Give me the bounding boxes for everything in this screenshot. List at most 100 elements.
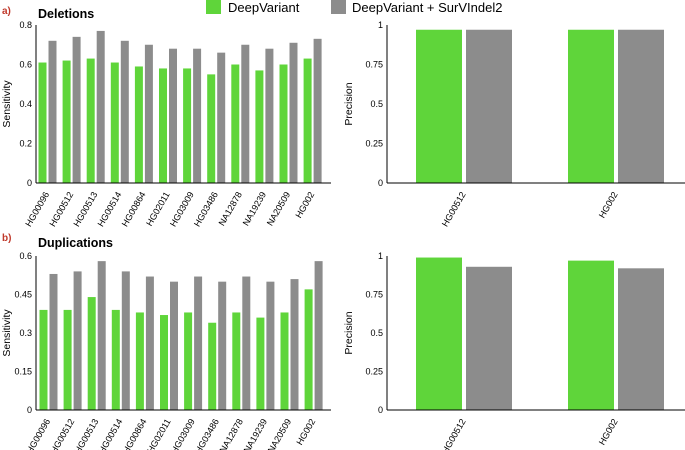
bar-deepvariant-hg002 [568, 29, 614, 183]
x-tick-label: HG002 [293, 190, 316, 220]
legend-swatch-survindel [331, 0, 346, 14]
x-tick-label: NA20509 [266, 417, 293, 450]
y-tick-label: 0.75 [365, 290, 383, 300]
bar-survindel-na20509 [290, 279, 299, 410]
x-tick-label: NA20509 [265, 190, 292, 228]
y-axis-label: Precision [343, 311, 355, 354]
x-tick-label: HG002 [597, 417, 620, 447]
bar-deepvariant-hg00512 [416, 29, 462, 183]
y-tick-label: 0.8 [19, 20, 32, 30]
y-axis-label: Precision [343, 82, 355, 125]
y-tick-label: 0.6 [19, 60, 32, 70]
bar-deepvariant-hg00514 [111, 309, 120, 410]
bar-survindel-na20509 [289, 42, 298, 184]
bar-survindel-hg02011 [170, 281, 178, 410]
y-tick-label: 1 [378, 251, 383, 261]
bar-deepvariant-na20509 [279, 64, 288, 183]
bar-deepvariant-hg002 [303, 58, 312, 184]
bar-deepvariant-hg002 [304, 289, 313, 410]
chart-deletions-sensitivity: Sensitivity00.20.40.60.8HG00096HG00512HG… [1, 20, 331, 228]
x-tick-label: HG00512 [440, 417, 468, 450]
chart-deletions-precision: Precision 0 0.25 0.5 0.75 1 HG00512 HG002 [343, 20, 685, 228]
bar-survindel-hg03486 [217, 52, 226, 184]
x-tick-label: HG00512 [48, 417, 76, 450]
panel-a-title: Deletions [38, 7, 94, 21]
panel-a-label: a) [2, 6, 11, 17]
y-tick-label: 0.25 [365, 367, 383, 377]
bar-survindel-hg02011 [169, 48, 177, 184]
bar-deepvariant-hg00096 [38, 62, 47, 183]
bar-deepvariant-na12878 [232, 312, 241, 410]
bar-survindel-hg00512 [466, 29, 512, 183]
bar-deepvariant-hg00096 [39, 309, 48, 410]
y-tick-label: 0 [378, 405, 383, 415]
bar-deepvariant-hg02011 [160, 315, 168, 410]
bar-survindel-hg03486 [218, 281, 227, 410]
bar-deepvariant-na19239 [255, 70, 264, 183]
bar-survindel-hg002 [618, 29, 664, 183]
bar-deepvariant-hg00512 [63, 309, 72, 410]
bar-survindel-na19239 [266, 281, 275, 410]
y-tick-label: 0.4 [19, 99, 32, 109]
bar-survindel-hg00864 [145, 276, 154, 410]
bar-deepvariant-hg02011 [159, 68, 167, 183]
x-tick-label: NA19239 [242, 417, 269, 450]
bar-deepvariant-hg00864 [135, 312, 144, 410]
bar-survindel-hg00513 [97, 261, 106, 410]
bar-survindel-hg002 [313, 38, 322, 184]
bar-deepvariant-hg00512 [416, 257, 462, 410]
x-tick-label: HG03009 [169, 417, 197, 450]
y-tick-label: 0.5 [370, 328, 383, 338]
y-tick-label: 0 [27, 178, 32, 188]
y-tick-label: 0.25 [365, 139, 383, 149]
bar-survindel-na12878 [241, 44, 250, 183]
bar-survindel-hg00512 [73, 271, 82, 410]
panel-b-label: b) [2, 233, 11, 244]
x-tick-label: HG00864 [121, 417, 149, 450]
x-tick-label: HG002 [294, 417, 317, 447]
x-tick-label: NA19239 [241, 190, 268, 228]
x-tick-label: NA12878 [217, 190, 244, 228]
bar-survindel-na12878 [242, 276, 251, 410]
bar-deepvariant-hg03486 [207, 74, 216, 183]
bar-survindel-hg00864 [144, 44, 153, 183]
x-tick-label: HG00096 [24, 417, 52, 450]
y-tick-label: 0.2 [19, 139, 32, 149]
bar-deepvariant-hg00513 [87, 297, 96, 410]
bar-deepvariant-na20509 [280, 312, 289, 410]
bar-deepvariant-hg00864 [134, 66, 143, 183]
bar-survindel-hg002 [314, 261, 323, 410]
y-tick-label: 0.15 [14, 367, 32, 377]
y-tick-label: 1 [378, 20, 383, 30]
chart-duplications-sensitivity: Sensitivity 0 0.15 0.3 0.45 0.6 HG00096HG00512… [1, 251, 331, 450]
bar-deepvariant-na19239 [256, 317, 265, 410]
bar-survindel-hg002 [618, 268, 664, 410]
y-tick-label: 0.45 [14, 290, 32, 300]
y-tick-label: 0.75 [365, 60, 383, 70]
bar-survindel-hg00096 [48, 40, 57, 183]
panel-b-title: Duplications [38, 236, 113, 250]
legend-swatch-deepvariant [206, 0, 221, 14]
y-axis-label: Sensitivity [1, 309, 13, 357]
legend-label-deepvariant: DeepVariant [228, 0, 300, 15]
x-tick-label: HG00513 [73, 417, 101, 450]
y-tick-label: 0.5 [370, 99, 383, 109]
y-tick-label: 0.3 [19, 328, 32, 338]
bar-survindel-hg00512 [466, 266, 512, 410]
bar-survindel-hg03009 [193, 48, 202, 184]
legend-label-survindel: DeepVariant + SurVIndel2 [352, 0, 502, 15]
bar-deepvariant-hg002 [568, 260, 614, 410]
bar-survindel-hg00514 [120, 40, 129, 183]
bar-deepvariant-hg00513 [86, 58, 95, 184]
x-tick-label: HG03486 [193, 417, 221, 450]
bar-survindel-hg03009 [194, 276, 203, 410]
x-tick-label: NA12878 [218, 417, 245, 450]
y-tick-label: 0 [27, 405, 32, 415]
y-tick-label: 0 [378, 178, 383, 188]
bar-deepvariant-hg03009 [184, 312, 193, 410]
bar-survindel-hg00513 [96, 30, 105, 183]
bar-survindel-na19239 [265, 48, 274, 184]
legend: DeepVariant DeepVariant + SurVIndel2 [206, 0, 502, 15]
bar-deepvariant-hg03009 [183, 68, 192, 183]
